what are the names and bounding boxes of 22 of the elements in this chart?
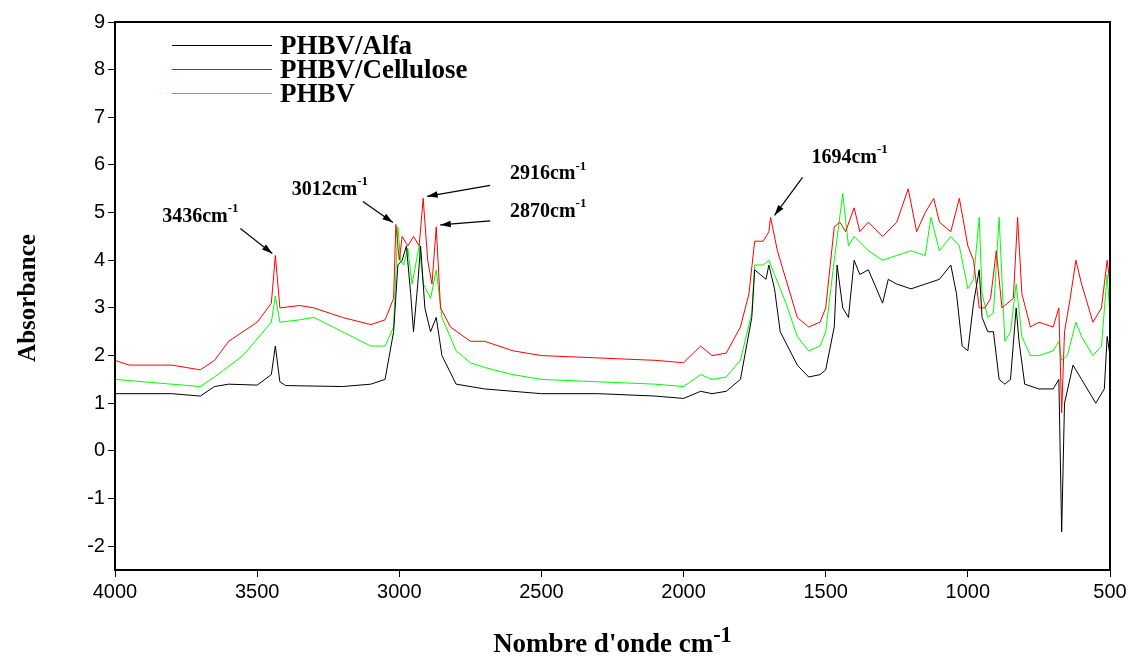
y-tick-label: 0 bbox=[93, 438, 105, 461]
x-tick-label: 3000 bbox=[377, 579, 422, 602]
x-tick-label: 500 bbox=[1093, 579, 1127, 602]
y-tick-label: -2 bbox=[87, 533, 105, 556]
y-tick-label: 8 bbox=[93, 57, 105, 80]
x-axis-title: Nombre d'onde cm$^{-1}$ bbox=[492, 622, 733, 657]
y-tick-label: 4 bbox=[93, 247, 105, 270]
y-tick-label: 1 bbox=[93, 390, 105, 413]
y-tick-label: 5 bbox=[93, 200, 105, 223]
y-tick-label: 3 bbox=[93, 295, 105, 318]
x-tick-label: 1500 bbox=[803, 579, 848, 602]
x-tick-label: 1000 bbox=[945, 579, 991, 602]
x-tick-label: 4000 bbox=[92, 579, 138, 602]
y-tick-label: 6 bbox=[93, 152, 105, 175]
y-tick-label: 2 bbox=[93, 343, 105, 366]
y-tick-label: 7 bbox=[93, 104, 105, 127]
y-tick-label: 9 bbox=[93, 9, 105, 32]
x-tick-label: 2500 bbox=[519, 579, 564, 602]
x-tick-label: 3500 bbox=[234, 579, 280, 602]
x-tick-label: 2000 bbox=[661, 579, 706, 602]
y-axis-title: Absorbance bbox=[13, 234, 41, 362]
y-tick-label: -1 bbox=[87, 486, 105, 509]
